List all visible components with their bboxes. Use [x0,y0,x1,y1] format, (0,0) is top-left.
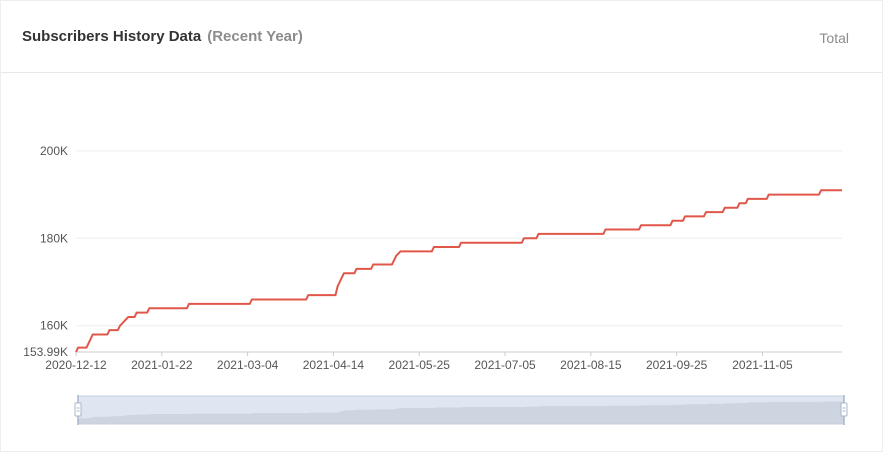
x-tick-label: 2021-08-15 [560,358,622,372]
zoom-handle-left[interactable] [74,395,82,425]
chart-subtitle: (Recent Year) [207,28,303,45]
x-axis-ticks [75,352,763,356]
y-tick-label: 153.99K [23,345,68,359]
y-axis-labels: 153.99K 160K 180K 200K [23,144,68,359]
x-tick-label: 2021-11-05 [732,358,793,372]
zoom-handle-right[interactable] [840,395,848,425]
y-tick-label: 200K [40,144,68,158]
chart-title-text: Subscribers History Data [22,28,202,45]
x-tick-label: 2020-12-12 [45,358,107,372]
x-tick-label: 2021-07-05 [474,358,536,372]
y-tick-label: 180K [40,231,68,245]
x-tick-label: 2021-05-25 [389,358,451,372]
series-line-subscribers[interactable] [75,189,842,353]
data-zoom-slider[interactable] [74,395,848,425]
y-tick-label: 160K [40,319,68,333]
x-tick-label: 2021-09-25 [646,358,708,372]
data-zoom-preview-area [78,401,844,424]
x-tick-label: 2021-03-04 [217,358,279,372]
zoom-handle-grip[interactable] [74,402,82,417]
x-axis-labels: 2020-12-12 2021-01-22 2021-03-04 2021-04-14… [45,358,793,372]
zoom-handle-grip[interactable] [840,402,848,417]
chart-title: Subscribers History Data (Recent Year) [22,28,303,45]
card-header: Subscribers History Data (Recent Year) To… [1,1,882,73]
x-tick-label: 2021-01-22 [131,358,193,372]
grid-lines [76,150,842,327]
total-mode-label[interactable]: Total [819,30,849,46]
x-tick-label: 2021-04-14 [303,358,365,372]
